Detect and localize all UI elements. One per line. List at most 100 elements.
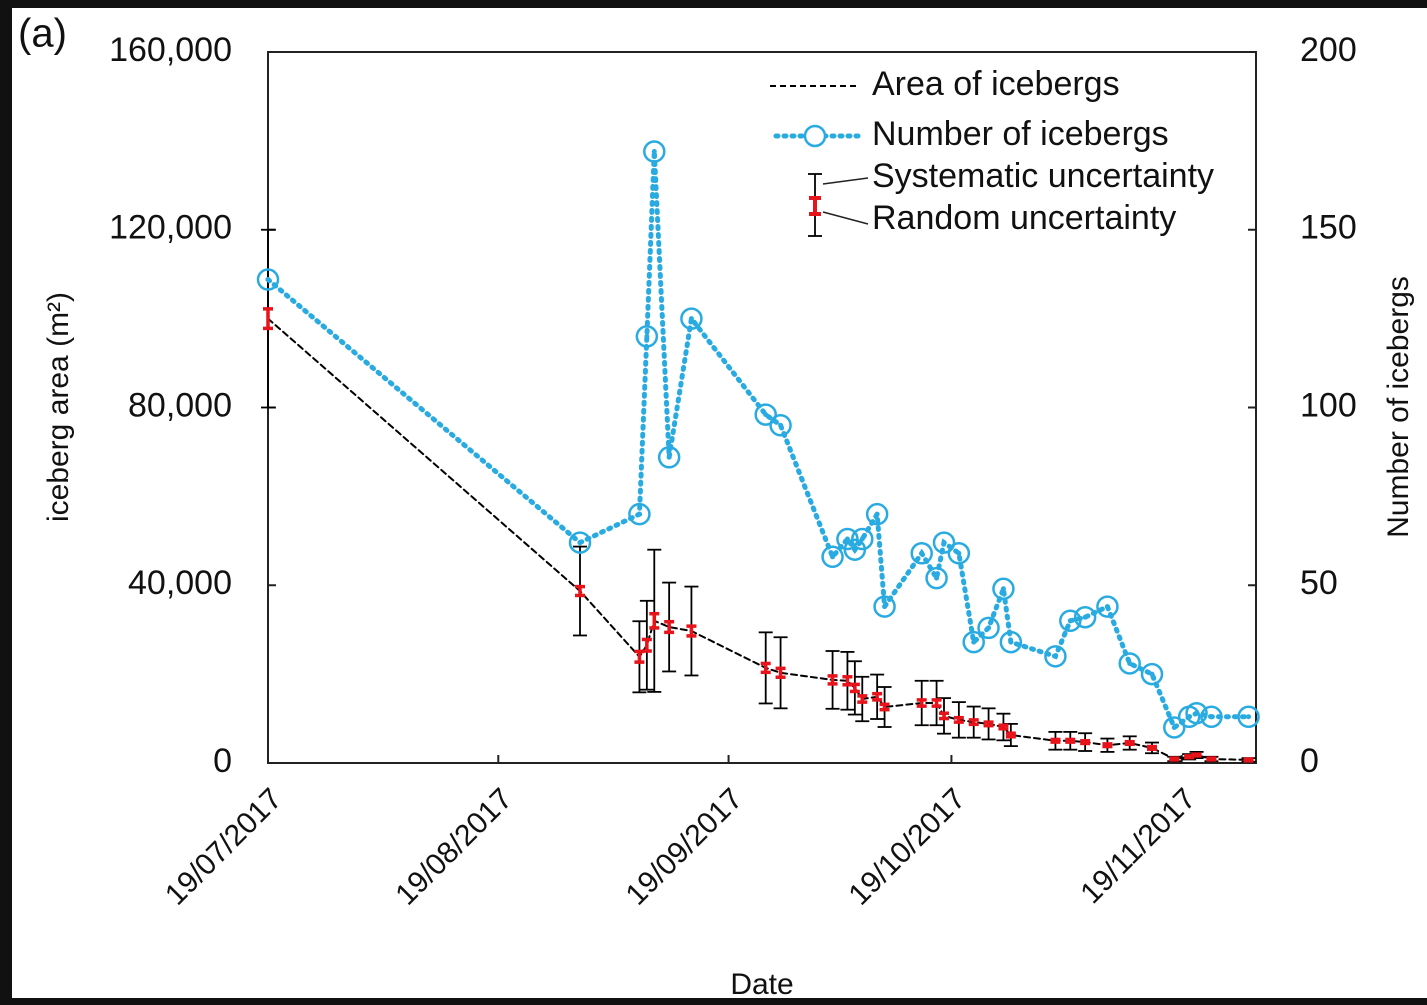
count-marker-dot xyxy=(778,422,784,428)
y-tick-label: 80,000 xyxy=(128,386,232,424)
random-error-bar xyxy=(664,619,675,635)
count-marker xyxy=(628,502,651,526)
count-marker-dot xyxy=(956,550,962,556)
random-error-bar xyxy=(760,661,771,675)
count-marker-dot xyxy=(830,554,836,560)
random-error-bar xyxy=(827,674,838,686)
count-marker-dot xyxy=(644,333,650,339)
count-marker xyxy=(1118,652,1141,675)
count-marker xyxy=(1096,595,1119,618)
random-error-bar xyxy=(641,637,652,653)
y2-tick-label: 150 xyxy=(1300,209,1357,247)
y2-axis-label: Number of icebergs xyxy=(1382,276,1415,538)
count-marker-dot xyxy=(844,536,850,542)
count-marker-dot xyxy=(874,511,880,517)
chart-title: (a) xyxy=(18,12,67,56)
random-error-bar xyxy=(649,611,660,630)
x-axis-label: Date xyxy=(730,968,793,1001)
count-marker-dot xyxy=(852,547,858,553)
count-marker-dot xyxy=(1000,586,1006,592)
random-error-bar xyxy=(263,307,273,331)
count-marker-dot xyxy=(1008,639,1014,645)
count-marker-dot xyxy=(1067,618,1073,624)
count-marker-dot xyxy=(882,604,888,610)
legend-leader xyxy=(822,211,869,225)
area-line xyxy=(267,317,1250,761)
y-tick-label: 40,000 xyxy=(128,564,232,602)
random-error-bar xyxy=(857,694,868,704)
random-error-bar xyxy=(1124,739,1135,747)
count-marker xyxy=(643,140,666,163)
count-marker-dot xyxy=(1246,714,1252,720)
y2-tick-label: 200 xyxy=(1300,31,1357,69)
count-marker-dot xyxy=(1194,710,1200,716)
count-marker xyxy=(754,403,777,426)
random-error-bar xyxy=(953,715,964,724)
count-marker-dot xyxy=(1127,660,1133,666)
random-error-bar xyxy=(1005,731,1016,739)
legend-label: Area of icebergs xyxy=(872,65,1120,103)
y-tick-label: 120,000 xyxy=(109,209,232,247)
count-marker xyxy=(999,630,1023,654)
count-marker xyxy=(256,268,280,291)
count-marker-dot xyxy=(666,454,672,460)
random-error-bar xyxy=(1050,737,1061,744)
count-marker-dot xyxy=(941,540,947,546)
random-error-bar xyxy=(1147,744,1157,751)
count-marker xyxy=(568,531,592,554)
random-error-bar xyxy=(1080,739,1091,746)
legend-leader xyxy=(822,177,869,185)
count-marker-dot xyxy=(986,625,992,631)
count-marker xyxy=(821,545,844,569)
random-error-bar xyxy=(1206,756,1217,762)
random-error-bar xyxy=(1102,742,1113,749)
count-marker xyxy=(1044,645,1067,668)
count-marker xyxy=(1140,662,1164,686)
count-marker xyxy=(1185,701,1208,725)
count-marker xyxy=(851,527,874,551)
figure-background xyxy=(12,8,1427,998)
random-error-bar xyxy=(916,698,927,708)
random-error-bar xyxy=(931,698,942,708)
count-marker-dot xyxy=(763,412,769,418)
count-marker xyxy=(1059,609,1082,633)
count-line xyxy=(265,151,1252,732)
random-error-bar xyxy=(775,666,786,679)
count-marker-dot xyxy=(265,277,271,283)
random-error-bar xyxy=(998,723,1009,731)
legend-label: Number of icebergs xyxy=(872,115,1169,153)
count-marker xyxy=(1200,705,1223,729)
random-error-bar xyxy=(879,702,890,712)
random-error-bar xyxy=(968,718,979,727)
count-marker xyxy=(873,595,896,618)
count-marker xyxy=(680,307,703,330)
count-marker xyxy=(769,414,792,437)
count-marker xyxy=(947,542,971,565)
count-marker-dot xyxy=(934,575,940,581)
count-marker-dot xyxy=(1104,604,1110,610)
count-marker-dot xyxy=(1149,671,1155,677)
count-marker xyxy=(1073,605,1097,629)
count-marker xyxy=(962,630,985,654)
random-error-bar xyxy=(872,691,883,702)
y2-tick-label: 0 xyxy=(1300,742,1319,780)
random-error-bar xyxy=(1243,757,1254,763)
count-marker xyxy=(977,616,1000,640)
legend-swatch-marker xyxy=(803,124,827,148)
y2-tick-label: 50 xyxy=(1300,564,1338,602)
count-marker-dot xyxy=(1052,653,1058,659)
count-marker-dot xyxy=(971,639,977,645)
count-marker-dot xyxy=(688,316,694,322)
count-marker xyxy=(992,577,1015,601)
count-marker xyxy=(1237,705,1260,729)
count-marker xyxy=(1163,716,1186,739)
count-marker-dot xyxy=(859,536,865,542)
count-marker-dot xyxy=(1208,714,1214,720)
y-tick-label: 0 xyxy=(213,742,232,780)
y-axis-label: iceberg area (m²) xyxy=(42,292,75,522)
count-marker-dot xyxy=(636,511,642,517)
random-error-bar xyxy=(575,584,585,598)
count-marker xyxy=(910,542,933,565)
count-marker xyxy=(925,566,948,590)
